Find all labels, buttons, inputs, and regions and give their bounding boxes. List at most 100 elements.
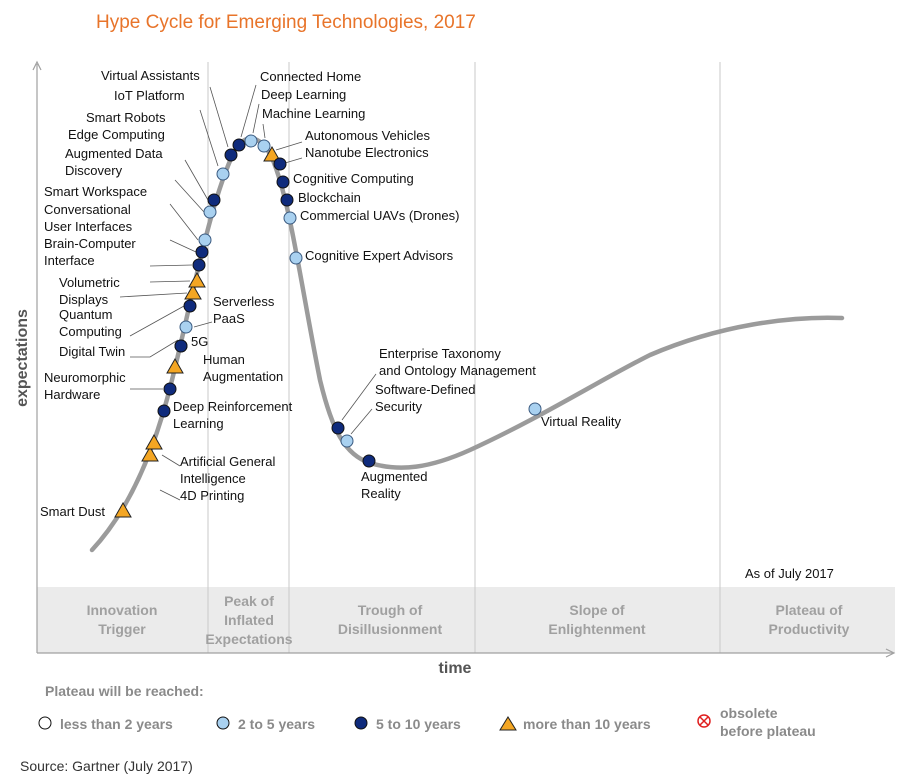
label-augmented-data-discovery: Augmented Data Discovery — [65, 146, 163, 178]
label-nanotube-electronics: Nanotube Electronics — [305, 145, 429, 160]
leader-deep-learning — [252, 103, 260, 134]
leader-software-defined-security — [350, 408, 373, 435]
marker-smart-robots — [207, 193, 221, 207]
label-human-augmentation: Human Augmentation — [203, 352, 283, 384]
as-of-label: As of July 2017 — [745, 566, 834, 581]
x-axis-arrow — [885, 648, 896, 658]
label-quantum-computing: Quantum Computing — [59, 307, 122, 339]
markers-layer — [114, 134, 542, 518]
phase-label-plateau-of-productivity: Plateau of Productivity — [769, 602, 850, 637]
leader-nanotube-electronics — [284, 157, 303, 164]
marker-cognitive-expert-advisors — [289, 251, 303, 265]
hype-cycle-chart: time expectations As of July 2017 Innovati… — [14, 60, 896, 739]
leader-smart-robots — [184, 159, 209, 201]
leader-edge-computing — [174, 179, 205, 213]
marker-cognitive-computing — [276, 175, 290, 189]
label-neuromorphic-hardware: Neuromorphic Hardware — [44, 370, 126, 402]
label-commercial-uavs-drones: Commercial UAVs (Drones) — [300, 208, 459, 223]
marker-iot-platform — [216, 167, 230, 181]
phase-label-trough-of-disillusionment: Trough of Disillusionment — [338, 602, 443, 637]
label-brain-computer-interface: Brain-Computer Interface — [44, 236, 136, 268]
chart-title: Hype Cycle for Emerging Technologies, 20… — [96, 12, 476, 33]
marker-autonomous-vehicles — [263, 145, 281, 162]
label-virtual-reality: Virtual Reality — [541, 414, 621, 429]
label-5g: 5G — [191, 334, 208, 349]
phase-label-slope-of-enlightenment: Slope of Enlightenment — [548, 602, 646, 637]
label-smart-workspace: Smart Workspace — [44, 184, 147, 199]
label-digital-twin: Digital Twin — [59, 344, 125, 359]
marker-5g — [174, 339, 188, 353]
label-blockchain: Blockchain — [298, 190, 361, 205]
marker-volumetric-displays — [184, 283, 202, 300]
leader-augmented-data-discovery — [169, 203, 199, 241]
label-conversational-user-interfaces: Conversational User Interfaces — [44, 202, 133, 234]
label-cognitive-computing: Cognitive Computing — [293, 171, 414, 186]
label-serverless-paas: Serverless PaaS — [213, 294, 275, 326]
marker-machine-learning — [257, 139, 271, 153]
marker-4d-printing — [141, 445, 159, 462]
leader-lines-layer — [119, 84, 377, 501]
label-deep-learning: Deep Learning — [261, 87, 346, 102]
marker-virtual-assistants — [224, 148, 238, 162]
legend-less-than-2-years-swatch — [38, 716, 52, 730]
label-autonomous-vehicles: Autonomous Vehicles — [305, 128, 431, 143]
label-smart-robots: Smart Robots — [86, 110, 166, 125]
leader-volumetric-displays — [119, 292, 188, 298]
marker-blockchain — [280, 193, 294, 207]
marker-neuromorphic-hardware — [163, 382, 177, 396]
leader-brain-computer-interface — [149, 280, 191, 283]
marker-human-augmentation — [166, 357, 184, 374]
legend-obsolete-before-plateau-label: obsolete before plateau — [720, 705, 816, 739]
leader-enterprise-taxonomy-and-ontology-management — [341, 373, 377, 421]
legend-less-than-2-years-label: less than 2 years — [60, 716, 173, 732]
marker-smart-workspace — [195, 245, 209, 259]
label-volumetric-displays: Volumetric Displays — [59, 275, 120, 307]
leader-smart-workspace — [169, 239, 197, 253]
marker-brain-computer-interface — [188, 271, 206, 288]
legend-title: Plateau will be reached: — [45, 683, 204, 699]
legend-layer: Plateau will be reached: less than 2 year… — [38, 683, 816, 739]
axes-layer: time expectations As of July 2017 — [14, 60, 896, 677]
y-axis-label: expectations — [14, 309, 31, 407]
marker-augmented-data-discovery — [198, 233, 212, 247]
label-iot-platform: IoT Platform — [114, 88, 185, 103]
legend-5-to-10-years-swatch — [354, 716, 368, 730]
legend-5-to-10-years-label: 5 to 10 years — [376, 716, 461, 732]
marker-deep-learning — [244, 134, 258, 148]
label-augmented-reality: Augmented Reality — [361, 469, 428, 501]
marker-augmented-reality — [362, 454, 376, 468]
legend-2-to-5-years-label: 2 to 5 years — [238, 716, 315, 732]
label-machine-learning: Machine Learning — [262, 106, 365, 121]
x-axis-label: time — [439, 660, 472, 677]
legend-more-than-10-years-label: more than 10 years — [523, 716, 651, 732]
legend-2-to-5-years-swatch — [216, 716, 230, 730]
leader-quantum-computing — [129, 305, 185, 337]
marker-edge-computing — [203, 205, 217, 219]
marker-serverless-paas — [179, 320, 193, 334]
phase-label-innovation-trigger: Innovation Trigger — [87, 602, 158, 637]
label-edge-computing: Edge Computing — [68, 127, 165, 142]
marker-connected-home — [232, 138, 246, 152]
label-enterprise-taxonomy-and-ontology-management: Enterprise Taxonomy and Ontology Manageme… — [379, 346, 536, 378]
phase-band — [37, 587, 895, 653]
leader-serverless-paas — [193, 321, 213, 328]
label-artificial-general-intelligence: Artificial General Intelligence — [180, 454, 275, 486]
legend-obsolete-before-plateau-swatch-x — [699, 716, 709, 726]
marker-enterprise-taxonomy-and-ontology-management — [331, 421, 345, 435]
marker-conversational-user-interfaces — [192, 258, 206, 272]
label-connected-home: Connected Home — [260, 69, 361, 84]
marker-nanotube-electronics — [273, 157, 287, 171]
label-cognitive-expert-advisors: Cognitive Expert Advisors — [305, 248, 454, 263]
leader-iot-platform — [199, 109, 219, 167]
label-deep-reinforcement-learning: Deep Reinforcement Learning — [173, 399, 293, 431]
label-software-defined-security: Software-Defined Security — [375, 382, 475, 414]
leader-digital-twin — [130, 339, 179, 358]
labels-layer: Innovation Trigger Peak of Inflated Expectat… — [40, 68, 850, 647]
marker-quantum-computing — [183, 299, 197, 313]
legend-more-than-10-years-swatch — [499, 716, 517, 731]
marker-software-defined-security — [340, 434, 354, 448]
marker-virtual-reality — [528, 402, 542, 416]
leader-artificial-general-intelligence — [161, 454, 181, 467]
leader-machine-learning — [262, 123, 266, 139]
y-axis-arrow — [32, 60, 42, 71]
